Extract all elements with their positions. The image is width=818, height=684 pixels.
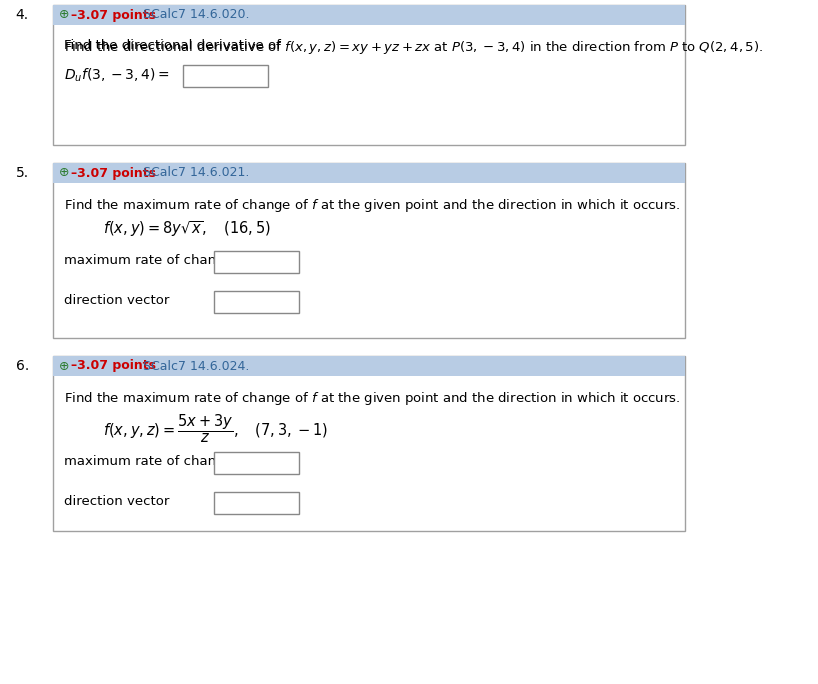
Bar (52, 5, 685, 25)
Bar (213, 452, 299, 474)
Text: ⊕: ⊕ (60, 166, 70, 179)
Bar (213, 251, 299, 273)
Bar (183, 65, 268, 87)
Text: –3.07 points: –3.07 points (71, 8, 156, 21)
Text: ⊕: ⊕ (60, 8, 70, 21)
Text: SCalc7 14.6.024.: SCalc7 14.6.024. (143, 360, 249, 373)
Text: maximum rate of change: maximum rate of change (65, 254, 233, 267)
Text: direction vector: direction vector (65, 495, 170, 508)
Bar (52, 163, 685, 338)
Text: $f(x, y, z) = \dfrac{5x + 3y}{z},\quad (7, 3, -1)$: $f(x, y, z) = \dfrac{5x + 3y}{z},\quad (… (103, 412, 328, 445)
Bar (52, 356, 685, 376)
Text: ⊕: ⊕ (60, 360, 70, 373)
Text: –3.07 points: –3.07 points (71, 360, 156, 373)
Text: SCalc7 14.6.021.: SCalc7 14.6.021. (143, 166, 249, 179)
Text: Find the directional derivative of: Find the directional derivative of (65, 39, 285, 52)
Bar (213, 291, 299, 313)
Text: $f(x, y) = 8y\sqrt{x},\quad (16, 5)$: $f(x, y) = 8y\sqrt{x},\quad (16, 5)$ (103, 219, 272, 239)
Bar (52, 163, 685, 183)
Bar (213, 492, 299, 514)
Bar (52, 356, 685, 531)
Text: –3.07 points: –3.07 points (71, 166, 156, 179)
Text: direction vector: direction vector (65, 294, 170, 307)
Bar (52, 5, 685, 145)
Text: 4.: 4. (16, 8, 29, 22)
Text: SCalc7 14.6.020.: SCalc7 14.6.020. (143, 8, 249, 21)
Text: 5.: 5. (16, 166, 29, 180)
Text: Find the maximum rate of change of $f$ at the given point and the direction in w: Find the maximum rate of change of $f$ a… (65, 197, 681, 214)
Text: maximum rate of change: maximum rate of change (65, 455, 233, 468)
Text: Find the maximum rate of change of $f$ at the given point and the direction in w: Find the maximum rate of change of $f$ a… (65, 390, 681, 407)
Text: Find the directional derivative of $f(x, y, z) = xy + yz + zx$ at $P(3, -3, 4)$ : Find the directional derivative of $f(x,… (65, 39, 764, 56)
Text: $D_u f(3, -3, 4) =$: $D_u f(3, -3, 4) =$ (65, 67, 170, 84)
Text: 6.: 6. (16, 359, 29, 373)
